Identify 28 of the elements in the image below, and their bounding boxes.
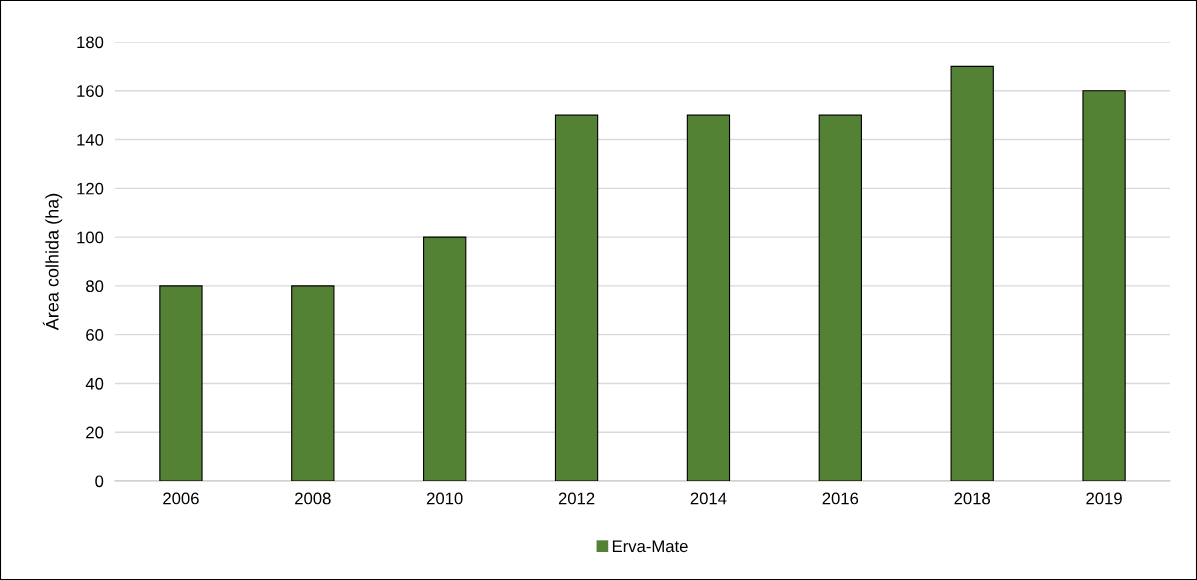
x-tick-label: 2006 xyxy=(163,492,199,505)
x-tick-label: 2012 xyxy=(558,492,595,505)
x-tick-label: 2010 xyxy=(426,492,463,505)
y-tick-label: 140 xyxy=(77,133,104,146)
y-tick-label: 180 xyxy=(77,36,104,49)
bar xyxy=(1082,90,1126,481)
x-tick-label: 2014 xyxy=(690,492,727,505)
y-tick-label: 160 xyxy=(77,85,104,97)
y-tick-label: 20 xyxy=(86,426,104,439)
bar xyxy=(950,65,994,481)
y-tick-label: 0 xyxy=(95,475,104,488)
legend-label: Erva-Mate xyxy=(612,540,688,553)
x-tick-label: 2008 xyxy=(295,492,331,505)
bar xyxy=(554,114,599,481)
y-tick-label: 120 xyxy=(77,182,104,195)
y-tick-label: 40 xyxy=(85,377,104,390)
y-axis-title: Área colhida (ha) xyxy=(42,193,63,331)
bar xyxy=(818,114,862,481)
bar xyxy=(291,285,335,481)
bar xyxy=(423,236,467,481)
x-tick-label: 2016 xyxy=(822,492,859,505)
x-tick-label: 2018 xyxy=(954,492,990,505)
bar xyxy=(159,285,203,481)
y-tick-label: 100 xyxy=(77,231,104,244)
y-tick-label: 80 xyxy=(86,280,104,293)
x-tick-label: 2019 xyxy=(1086,492,1122,505)
y-tick-label: 60 xyxy=(86,329,104,341)
bar xyxy=(686,114,731,481)
